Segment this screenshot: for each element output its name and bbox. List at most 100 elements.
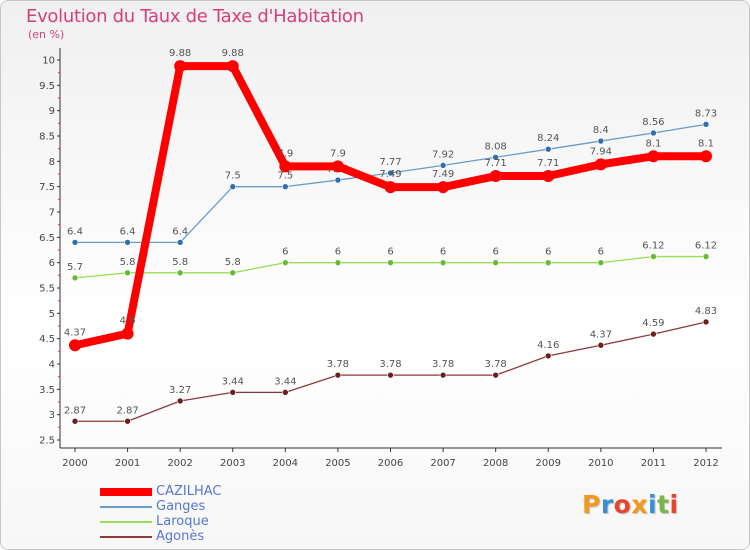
data-label-agons: 2.87 — [64, 405, 86, 416]
y-tick-label: 9 — [49, 106, 55, 117]
data-label-laroque: 5.7 — [67, 262, 83, 273]
data-point-cazilhac — [489, 170, 502, 183]
data-label-laroque: 5.8 — [120, 257, 136, 268]
y-tick-label: 4 — [49, 360, 55, 371]
data-point-agons — [650, 330, 657, 338]
data-point-ganges — [71, 239, 79, 246]
y-tick-label: 6 — [49, 258, 55, 269]
data-label-agons: 3.44 — [274, 376, 296, 387]
legend-swatch — [100, 506, 152, 508]
legend-swatch — [100, 521, 152, 523]
data-point-agons — [702, 318, 710, 326]
x-tick-label: 2010 — [588, 458, 613, 469]
data-label-laroque: 6 — [335, 247, 341, 258]
legend-swatch — [100, 536, 152, 538]
y-tick-label: 7.5 — [39, 182, 55, 193]
y-tick-label: 3.5 — [39, 385, 55, 396]
x-tick-label: 2011 — [641, 458, 666, 469]
data-point-ganges — [702, 121, 710, 128]
data-label-laroque: 6 — [598, 247, 604, 258]
x-tick-label: 2004 — [273, 458, 298, 469]
data-label-ganges: 6.4 — [67, 226, 83, 237]
legend-label: CAZILHAC — [156, 484, 222, 499]
data-point-agons — [544, 352, 552, 360]
x-tick-label: 2002 — [167, 458, 192, 469]
data-label-cazilhac: 7.71 — [537, 158, 559, 169]
logo-letter: i — [648, 490, 658, 519]
data-point-agons — [176, 397, 184, 405]
data-point-agons — [492, 371, 499, 379]
y-tick-label: 10 — [42, 56, 55, 67]
legend-item-cazilhac: CAZILHAC — [100, 484, 300, 500]
data-point-cazilhac — [647, 150, 660, 163]
legend-swatch — [100, 488, 152, 496]
x-tick-label: 2008 — [483, 458, 508, 469]
data-label-cazilhac: 7.94 — [590, 146, 612, 157]
data-label-cazilhac: 9.88 — [222, 48, 244, 59]
data-label-agons: 3.78 — [327, 359, 349, 370]
data-label-ganges: 8.73 — [695, 108, 717, 119]
data-point-ganges — [492, 153, 499, 161]
data-label-cazilhac: 7.9 — [330, 148, 346, 159]
y-tick-label: 3 — [49, 410, 55, 421]
data-point-laroque — [124, 269, 131, 277]
data-label-ganges: 6.4 — [172, 226, 188, 237]
data-label-laroque: 6 — [492, 247, 498, 258]
data-label-laroque: 6 — [545, 247, 551, 258]
legend-label: Ganges — [156, 499, 206, 514]
data-label-cazilhac: 8.1 — [698, 138, 714, 149]
data-label-laroque: 6.12 — [642, 241, 664, 252]
x-tick-label: 2009 — [536, 458, 561, 469]
y-tick-label: 5.5 — [39, 284, 55, 295]
data-point-cazilhac — [384, 181, 397, 194]
data-point-cazilhac — [279, 160, 292, 173]
data-point-laroque — [176, 269, 184, 277]
data-label-agons: 3.78 — [432, 359, 454, 370]
x-tick-label: 2006 — [378, 458, 403, 469]
data-label-ganges: 8.24 — [537, 133, 559, 144]
data-point-ganges — [229, 183, 237, 190]
data-point-agons — [71, 417, 79, 425]
data-label-cazilhac: 9.88 — [169, 48, 191, 59]
series-line-cazilhac — [71, 62, 710, 350]
x-tick-label: 2000 — [62, 458, 87, 469]
data-label-laroque: 6 — [282, 247, 288, 258]
data-point-laroque — [71, 274, 79, 282]
data-label-ganges: 7.77 — [379, 157, 401, 168]
data-label-agons: 3.44 — [222, 376, 244, 387]
legend-item-laroque: Laroque — [100, 514, 300, 530]
data-point-laroque — [597, 259, 605, 266]
data-label-agons: 2.87 — [116, 405, 138, 416]
y-tick-label: 7 — [49, 208, 55, 219]
data-point-cazilhac — [594, 158, 607, 171]
legend-item-ganges: Ganges — [100, 499, 300, 515]
data-label-cazilhac: 7.49 — [379, 169, 401, 180]
data-point-cazilhac — [542, 170, 555, 183]
data-point-ganges — [597, 137, 605, 145]
data-point-cazilhac — [700, 150, 712, 163]
data-label-cazilhac: 7.71 — [485, 158, 507, 169]
data-point-laroque — [334, 259, 342, 266]
data-label-laroque: 5.8 — [172, 257, 188, 268]
data-point-laroque — [439, 259, 447, 266]
data-label-ganges: 8.4 — [593, 125, 609, 136]
data-label-laroque: 5.8 — [225, 257, 241, 268]
data-point-ganges — [650, 129, 657, 137]
data-label-ganges: 8.08 — [485, 141, 507, 152]
data-point-laroque — [492, 259, 499, 266]
data-label-cazilhac: 7.49 — [432, 169, 454, 180]
data-point-agons — [387, 371, 394, 379]
data-label-agons: 4.37 — [590, 329, 612, 340]
data-label-cazilhac: 8.1 — [645, 138, 661, 149]
legend-item-agons: Agonès — [100, 529, 300, 545]
data-point-cazilhac — [437, 181, 450, 194]
data-label-cazilhac: 4.6 — [120, 316, 136, 327]
data-point-ganges — [544, 145, 552, 153]
x-tick-label: 2012 — [693, 458, 718, 469]
data-label-ganges: 7.5 — [225, 171, 241, 182]
data-point-ganges — [282, 183, 289, 190]
y-tick-label: 4.5 — [39, 334, 55, 345]
data-point-agons — [439, 371, 447, 379]
data-label-cazilhac: 7.9 — [277, 148, 293, 159]
